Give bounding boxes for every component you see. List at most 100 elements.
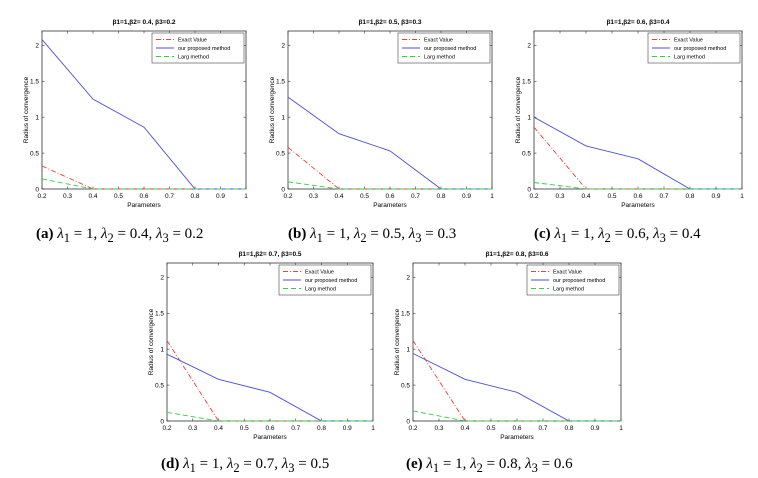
caption-e-l1: 1 bbox=[455, 456, 463, 472]
y-tick-label: 2 bbox=[527, 43, 531, 50]
legend-label: Exact Value bbox=[178, 38, 207, 44]
y-tick-label: 1.5 bbox=[522, 79, 531, 86]
y-tick-label: 1.5 bbox=[155, 311, 164, 318]
series-line-2 bbox=[533, 116, 742, 190]
caption-b-label: (b) bbox=[288, 226, 307, 242]
x-tick-label: 0.6 bbox=[633, 193, 642, 200]
legend-label: Exact Value bbox=[305, 270, 334, 276]
caption-c: (c) λ1 = 1, λ2 = 0.6, λ3 = 0.4 bbox=[534, 226, 701, 245]
y-axis-label: Radius of convergence bbox=[148, 308, 155, 375]
x-tick-label: 0.2 bbox=[37, 193, 46, 200]
x-tick-label: 0.3 bbox=[309, 193, 318, 200]
caption-d-l2: 0.7 bbox=[255, 456, 275, 472]
y-tick-label: 2 bbox=[160, 275, 164, 282]
chart-title: β1=1,β2= 0.7, β3=0.5 bbox=[238, 251, 301, 258]
caption-a-l3: 0.2 bbox=[184, 226, 204, 242]
x-tick-label: 0.9 bbox=[711, 193, 720, 200]
legend-label: Exact Value bbox=[674, 38, 703, 44]
x-tick-label: 0.8 bbox=[685, 193, 694, 200]
x-tick-label: 0.4 bbox=[581, 193, 590, 200]
y-tick-label: 1.5 bbox=[276, 79, 285, 86]
legend-label: Exact Value bbox=[424, 38, 453, 44]
x-axis-label: Parameters bbox=[127, 202, 161, 209]
x-tick-label: 0.8 bbox=[190, 193, 199, 200]
x-tick-label: 0.7 bbox=[659, 193, 668, 200]
x-tick-label: 0.9 bbox=[590, 425, 599, 432]
caption-d-l3: 0.5 bbox=[310, 456, 330, 472]
x-tick-label: 1 bbox=[244, 193, 248, 200]
x-tick-label: 0.5 bbox=[486, 425, 495, 432]
legend-label: our proposed method bbox=[178, 46, 230, 52]
caption-c-l2: 0.6 bbox=[626, 226, 646, 242]
caption-b: (b) λ1 = 1, λ2 = 0.5, λ3 = 0.3 bbox=[288, 226, 457, 245]
legend-label: Larg method bbox=[178, 55, 209, 61]
series-line-1 bbox=[166, 340, 373, 422]
legend-label: our proposed method bbox=[424, 46, 476, 52]
y-tick-label: 0.5 bbox=[276, 150, 285, 157]
y-tick-label: 1 bbox=[527, 114, 531, 121]
caption-e: (e) λ1 = 1, λ2 = 0.8, λ3 = 0.6 bbox=[406, 456, 573, 475]
x-axis-label: Parameters bbox=[500, 434, 534, 441]
x-tick-label: 0.3 bbox=[188, 425, 197, 432]
x-tick-label: 0.4 bbox=[460, 425, 469, 432]
legend-label: Larg method bbox=[424, 55, 455, 61]
x-tick-label: 1 bbox=[371, 425, 375, 432]
series-line-3 bbox=[287, 181, 492, 190]
caption-b-l1: 1 bbox=[338, 226, 347, 242]
y-axis-label: Radius of convergence bbox=[269, 76, 276, 143]
caption-e-l3: 0.6 bbox=[553, 456, 573, 472]
y-tick-label: 1 bbox=[160, 346, 164, 353]
x-tick-label: 0.3 bbox=[555, 193, 564, 200]
y-axis-label: Radius of convergence bbox=[394, 308, 401, 375]
x-tick-label: 0.5 bbox=[360, 193, 369, 200]
x-tick-label: 0.4 bbox=[88, 193, 97, 200]
chart-title: β1=1,β2= 0.8, β3=0.6 bbox=[485, 251, 548, 258]
y-tick-label: 0 bbox=[406, 418, 410, 425]
legend-label: Larg method bbox=[305, 287, 336, 293]
series-line-3 bbox=[412, 410, 621, 422]
series-line-3 bbox=[166, 411, 373, 422]
y-tick-label: 1.5 bbox=[401, 311, 410, 318]
caption-d-l1: 1 bbox=[211, 456, 220, 472]
series-line-3 bbox=[41, 178, 246, 190]
chart-title: β1=1,β2= 0.5, β3=0.3 bbox=[358, 19, 421, 26]
y-tick-label: 2 bbox=[281, 43, 285, 50]
caption-d-label: (d) bbox=[161, 456, 180, 472]
x-tick-label: 0.2 bbox=[529, 193, 538, 200]
caption-b-l3: 0.3 bbox=[437, 226, 457, 242]
x-tick-label: 0.2 bbox=[162, 425, 171, 432]
x-axis-label: Parameters bbox=[621, 202, 655, 209]
y-tick-label: 0.5 bbox=[155, 382, 164, 389]
legend-label: Larg method bbox=[674, 55, 705, 61]
legend: Exact Value our proposed method Larg metho… bbox=[278, 264, 372, 296]
legend: Exact Value our proposed method Larg metho… bbox=[397, 32, 491, 64]
x-tick-label: 0.8 bbox=[317, 425, 326, 432]
caption-c-l3: 0.4 bbox=[681, 226, 701, 242]
x-tick-label: 0.3 bbox=[63, 193, 72, 200]
y-tick-label: 1 bbox=[35, 114, 39, 121]
x-tick-label: 0.9 bbox=[343, 425, 352, 432]
x-tick-label: 0.2 bbox=[283, 193, 292, 200]
x-tick-label: 0.4 bbox=[214, 425, 223, 432]
x-tick-label: 0.8 bbox=[436, 193, 445, 200]
y-tick-label: 0 bbox=[160, 418, 164, 425]
legend: Exact Value our proposed method Larg metho… bbox=[151, 32, 245, 64]
caption-a: (a) λ1 = 1, λ2 = 0.4, λ3 = 0.2 bbox=[36, 226, 204, 245]
x-tick-label: 0.6 bbox=[385, 193, 394, 200]
y-tick-label: 1 bbox=[281, 114, 285, 121]
y-tick-label: 1 bbox=[406, 346, 410, 353]
y-tick-label: 2 bbox=[406, 275, 410, 282]
x-tick-label: 0.9 bbox=[216, 193, 225, 200]
y-tick-label: 0.5 bbox=[401, 382, 410, 389]
x-tick-label: 0.2 bbox=[408, 425, 417, 432]
y-tick-label: 1.5 bbox=[30, 79, 39, 86]
y-axis-label: Radius of convergence bbox=[515, 76, 522, 143]
x-tick-label: 0.7 bbox=[291, 425, 300, 432]
x-tick-label: 0.5 bbox=[114, 193, 123, 200]
